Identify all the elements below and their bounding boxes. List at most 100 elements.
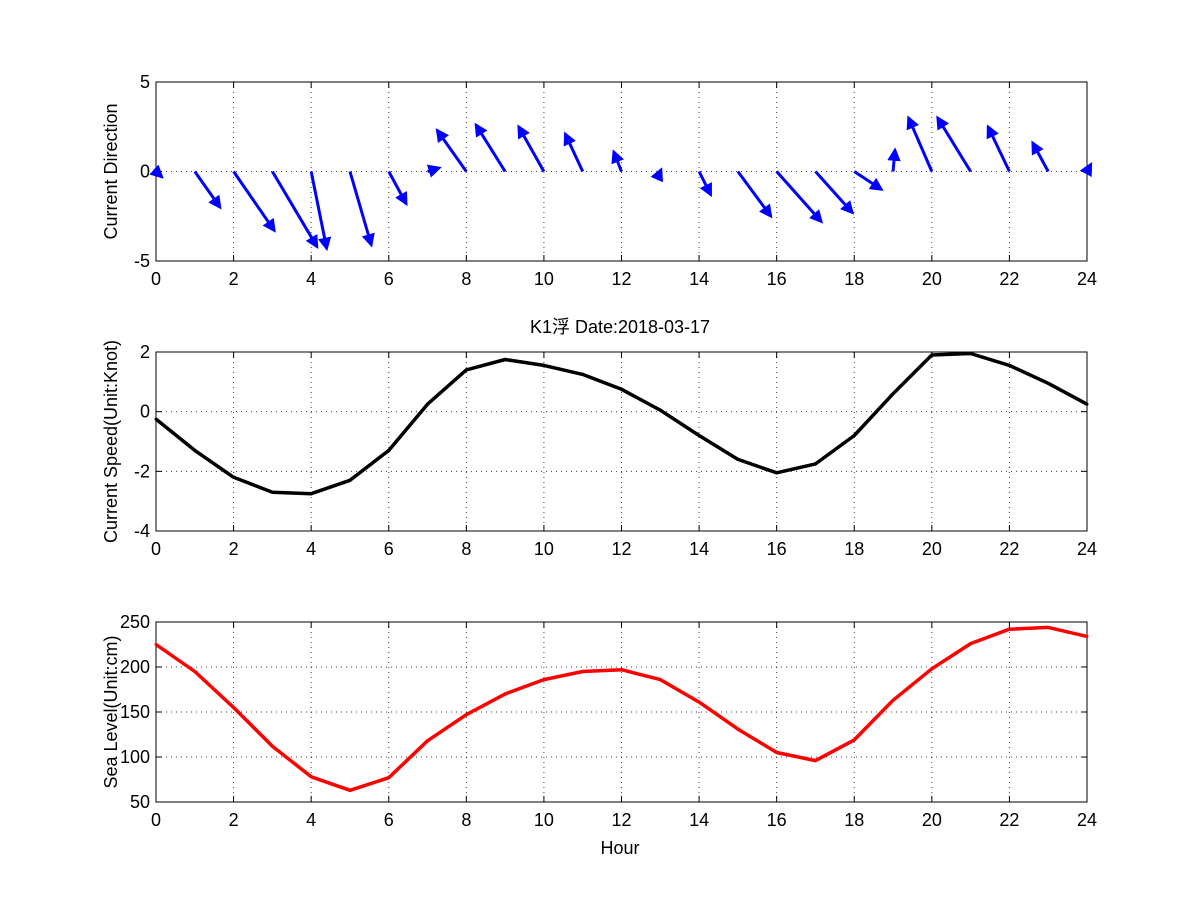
speed-data-point <box>658 408 662 412</box>
sea-level-data-point <box>852 738 856 742</box>
direction-xtick-label: 0 <box>151 269 161 289</box>
speed-data-point <box>193 448 197 452</box>
direction-xtick-label: 22 <box>999 269 1019 289</box>
current-direction-arrow <box>650 167 663 183</box>
direction-xtick-label: 16 <box>767 269 787 289</box>
direction-ytick-label: -5 <box>134 251 150 271</box>
sea-level-data-point <box>969 642 973 646</box>
speed-data-point <box>1085 402 1089 406</box>
speed-data-point <box>464 368 468 372</box>
speed-ytick-label: 0 <box>140 402 150 422</box>
speed-data-point <box>503 357 507 361</box>
sea-level-xtick-label: 20 <box>922 810 942 830</box>
current-direction-arrow <box>906 115 934 173</box>
sea-level-data-point <box>891 698 895 702</box>
sea-level-xtick-label: 0 <box>151 810 161 830</box>
speed-xtick-label: 24 <box>1077 539 1097 559</box>
current-direction-arrow <box>563 131 585 173</box>
sea-level-data-point <box>658 678 662 682</box>
speed-xtick-label: 18 <box>844 539 864 559</box>
speed-ytick-label: 2 <box>140 342 150 362</box>
speed-xtick-label: 16 <box>767 539 787 559</box>
speed-data-point <box>348 478 352 482</box>
sea-level-data-point <box>1046 625 1050 629</box>
sea-level-data-point <box>270 744 274 748</box>
current-direction-arrow <box>387 170 408 207</box>
sea-level-data-point <box>930 667 934 671</box>
speed-data-point <box>891 392 895 396</box>
speed-data-point <box>969 351 973 355</box>
speed-data-point <box>309 492 313 496</box>
sea-level-xtick-label: 10 <box>534 810 554 830</box>
speed-data-point <box>813 462 817 466</box>
direction-xtick-label: 6 <box>384 269 394 289</box>
speed-data-point <box>930 353 934 357</box>
sea-level-data-point <box>503 692 507 696</box>
sea-level-xtick-label: 4 <box>306 810 316 830</box>
speed-axes-frame <box>155 351 1088 532</box>
current-direction-arrow <box>348 171 375 248</box>
sea-level-data-point <box>1085 634 1089 638</box>
current-direction-arrow <box>697 170 713 198</box>
sea-level-data-point <box>193 670 197 673</box>
current-direction-arrow <box>1079 161 1093 178</box>
speed-data-point <box>736 457 740 461</box>
sea-level-data-point <box>426 739 430 743</box>
sea-level-ytick-label: 50 <box>130 792 150 812</box>
speed-data-point <box>426 402 430 406</box>
sea-level-xtick-label: 24 <box>1077 810 1097 830</box>
speed-data-point <box>581 372 585 376</box>
speed-xtick-label: 10 <box>534 539 554 559</box>
current-direction-arrow <box>814 170 855 215</box>
speed-data-point <box>542 363 546 367</box>
speed-ytick-label: -2 <box>134 461 150 481</box>
current-direction-arrow <box>426 164 442 178</box>
direction-ytick-label: 0 <box>140 162 150 182</box>
sea-level-data-point <box>154 643 158 646</box>
speed-data-point <box>697 434 701 438</box>
direction-xtick-label: 10 <box>534 269 554 289</box>
sea-level-xtick-label: 2 <box>229 810 239 830</box>
current-direction-arrow <box>775 170 824 224</box>
speed-xtick-label: 2 <box>229 539 239 559</box>
current-direction-arrow <box>149 164 164 179</box>
sea-level-ytick-label: 200 <box>120 657 150 677</box>
direction-xtick-label: 24 <box>1077 269 1097 289</box>
sea-level-xtick-label: 8 <box>461 810 471 830</box>
current-direction-arrow <box>271 170 319 250</box>
current-direction-arrow <box>853 170 884 191</box>
sea-level-data-point <box>542 678 546 682</box>
current-direction-arrow <box>232 170 276 233</box>
speed-xtick-label: 8 <box>461 539 471 559</box>
direction-xtick-label: 18 <box>844 269 864 289</box>
sea-level-data-point <box>309 775 313 779</box>
current-direction-arrow <box>611 149 624 173</box>
speed-xtick-label: 20 <box>922 539 942 559</box>
speed-xtick-label: 22 <box>999 539 1019 559</box>
sea-level-data-point <box>464 713 468 717</box>
sea-level-xtick-label: 16 <box>767 810 787 830</box>
current-direction-arrow <box>517 124 546 173</box>
sea-level-xtick-label: 18 <box>844 810 864 830</box>
sea-level-series-line <box>155 625 1088 793</box>
speed-xtick-label: 14 <box>689 539 709 559</box>
sea-level-data-point <box>232 706 236 709</box>
current-direction-arrow <box>309 171 332 252</box>
direction-xtick-label: 20 <box>922 269 942 289</box>
sea-level-data-point <box>736 727 740 731</box>
sea-level-xtick-label: 22 <box>999 810 1019 830</box>
current-direction-arrow <box>193 170 222 210</box>
speed-data-point <box>154 417 158 421</box>
sea-level-xtick-label: 14 <box>689 810 709 830</box>
speed-xtick-label: 0 <box>151 539 161 559</box>
direction-ytick-label: 5 <box>140 72 150 92</box>
direction-xtick-label: 8 <box>461 269 471 289</box>
speed-data-point <box>620 387 623 391</box>
sea-level-ytick-label: 100 <box>120 747 150 767</box>
sea-level-ytick-label: 150 <box>120 702 150 722</box>
direction-y-axis-label: Current Direction <box>101 103 121 239</box>
direction-xtick-label: 2 <box>229 269 239 289</box>
